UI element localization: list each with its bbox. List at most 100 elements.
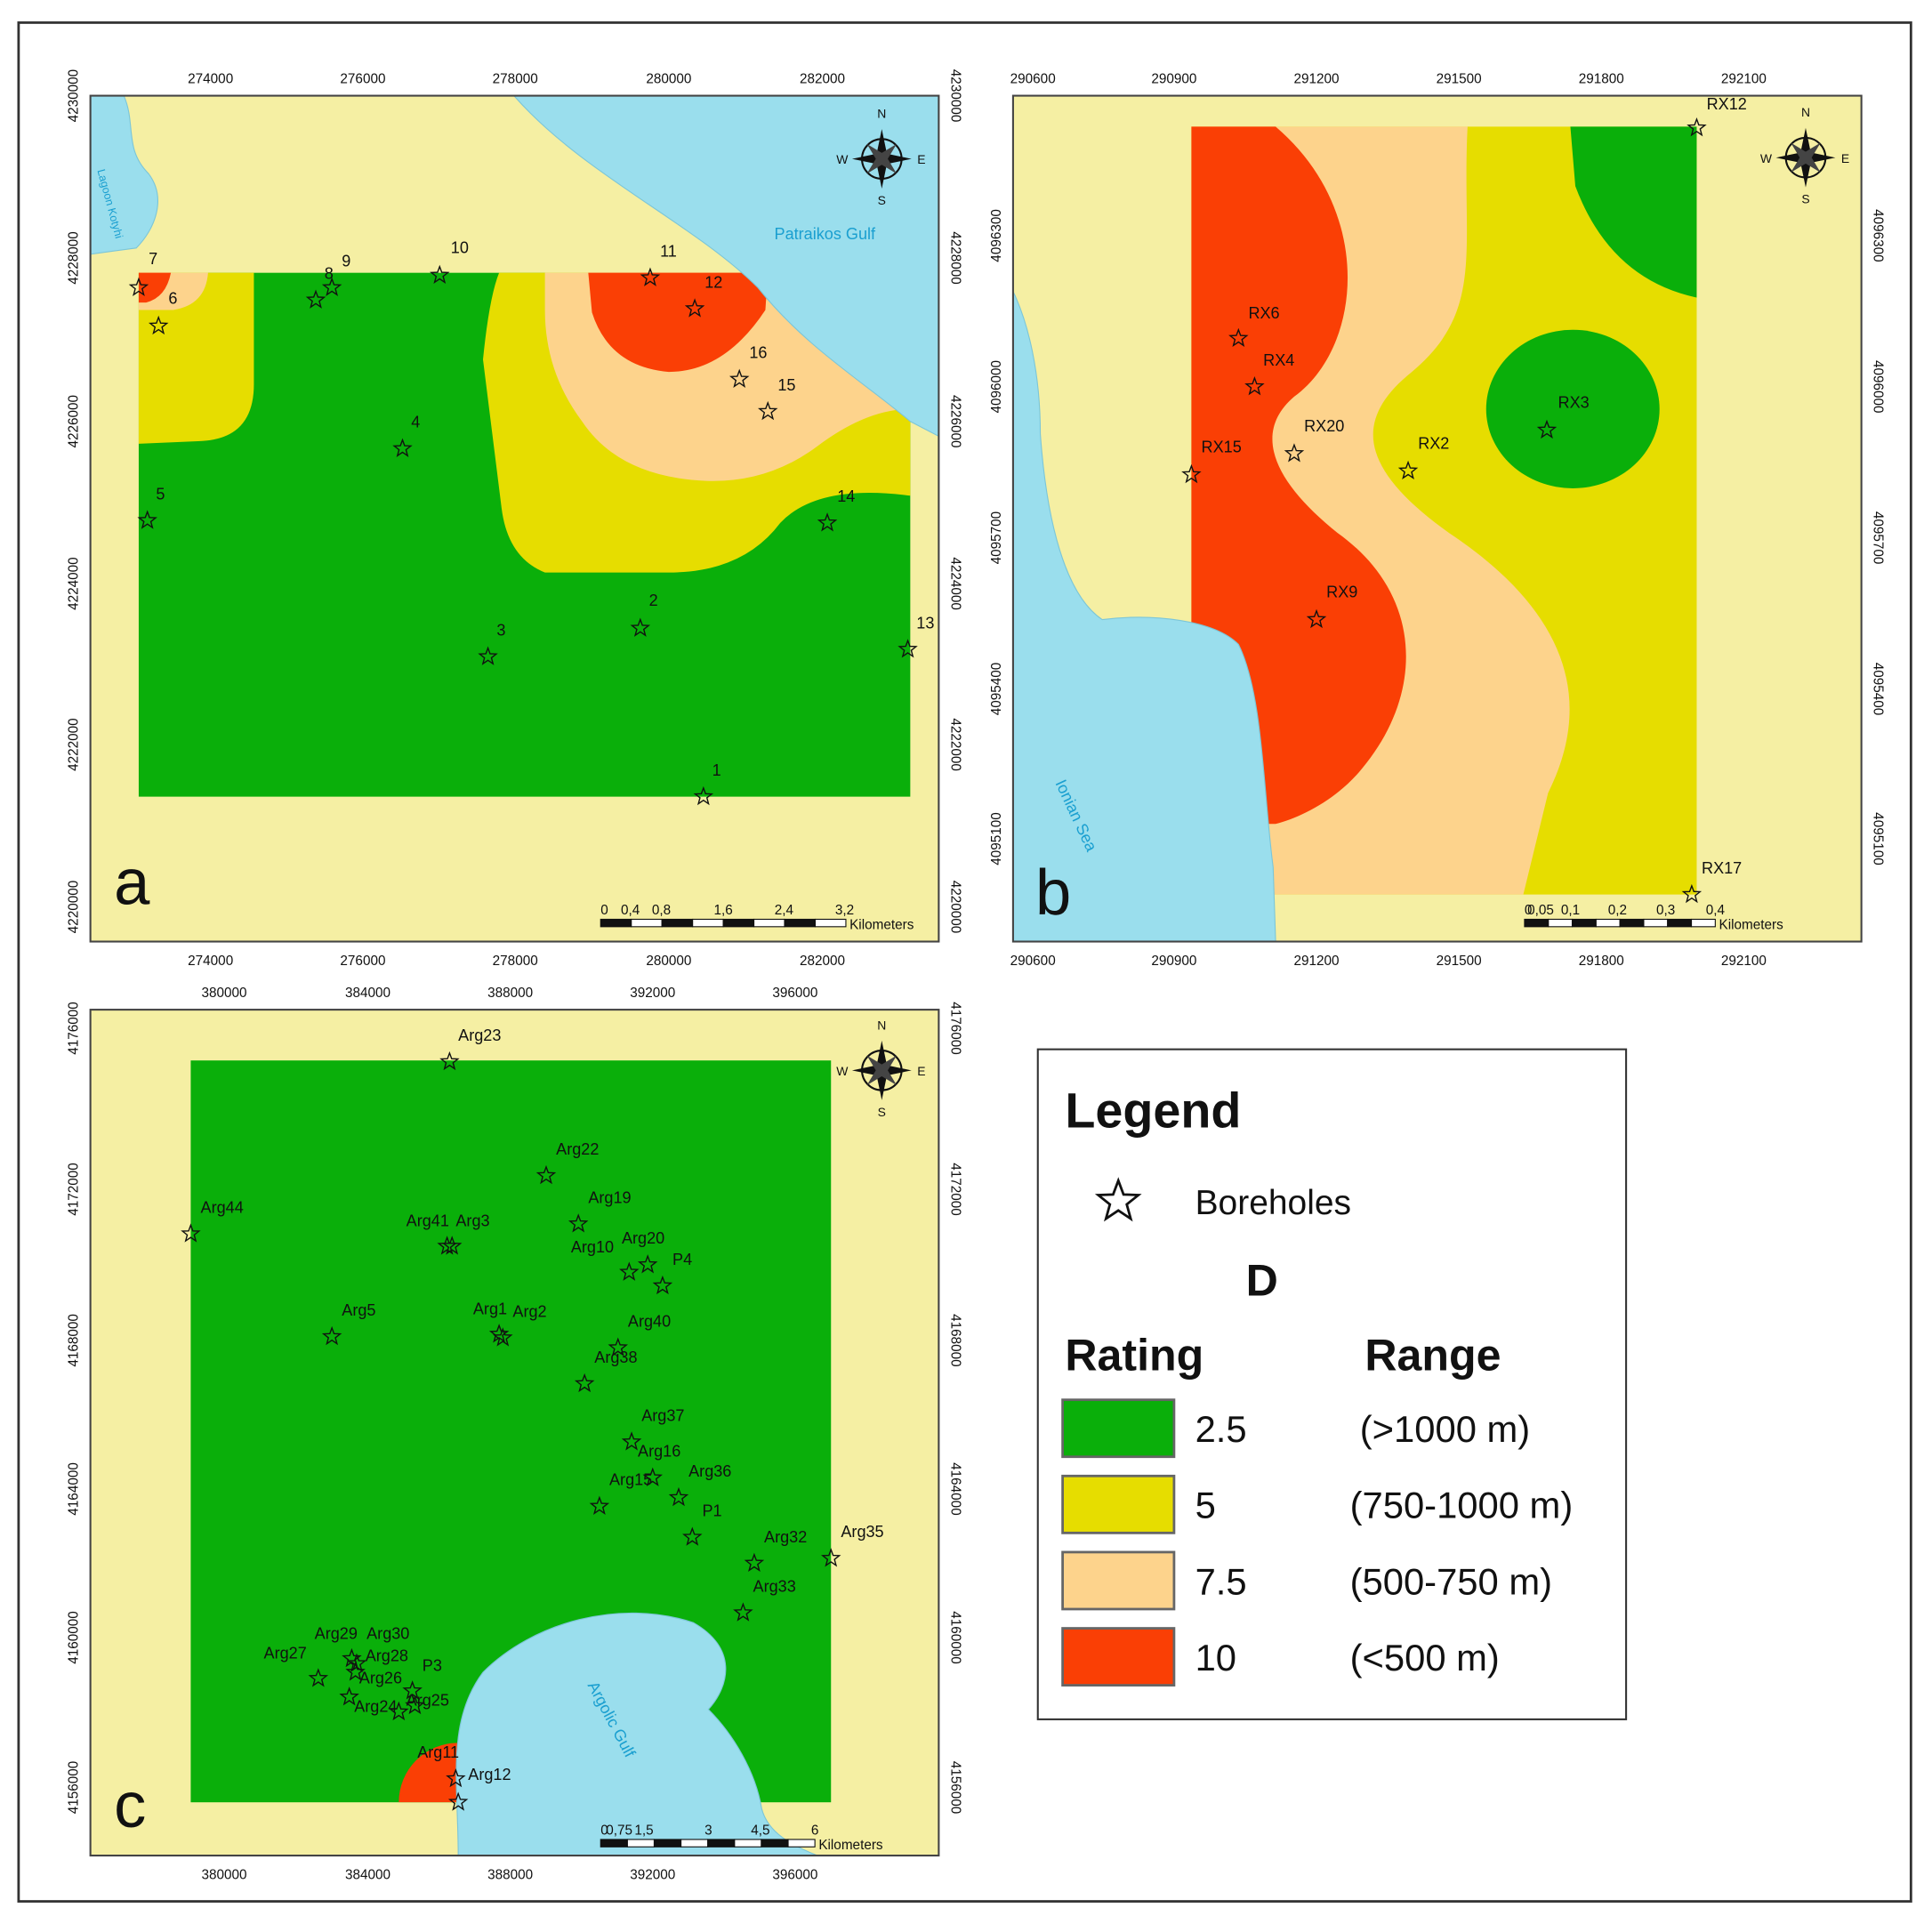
scale-label: 3 [704, 1823, 712, 1838]
x-coordinate-label: 280000 [646, 954, 691, 969]
sea [455, 1612, 818, 1856]
borehole-marker [321, 277, 342, 296]
scale-bar-segment [1619, 918, 1645, 928]
y-coordinate-label: 4160000 [947, 1611, 962, 1664]
map-area [1012, 95, 1862, 942]
borehole-label: 3 [496, 622, 505, 640]
x-coordinate-label: 291200 [1293, 954, 1339, 969]
legend-box [1036, 1048, 1628, 1720]
borehole-label: Arg26 [359, 1670, 402, 1687]
scale-unit: Kilometers [849, 918, 914, 933]
borehole-label: 15 [777, 376, 795, 394]
compass-letter: W [836, 1064, 849, 1078]
borehole-marker [642, 1467, 663, 1486]
sea [513, 95, 939, 438]
x-coordinate-label: 282000 [800, 72, 845, 87]
borehole-marker [308, 1668, 329, 1687]
borehole-label: P3 [423, 1657, 442, 1675]
borehole-marker [493, 1327, 513, 1347]
y-coordinate-label: 4228000 [947, 231, 962, 285]
scale-label: 6 [811, 1823, 819, 1838]
borehole-label: 14 [837, 487, 855, 505]
borehole-marker [437, 1236, 457, 1255]
borehole-marker [682, 1526, 703, 1546]
borehole-label: RX2 [1418, 434, 1449, 452]
y-coordinate-label: 4164000 [67, 1462, 82, 1516]
scale-bar-segment [1643, 918, 1669, 928]
borehole-marker [733, 1602, 753, 1622]
borehole-label: 8 [325, 265, 334, 283]
legend-swatch [1061, 1550, 1176, 1611]
borehole-label: 16 [749, 344, 767, 362]
borehole-marker [821, 1548, 841, 1567]
scale-unit: Kilometers [1719, 918, 1784, 933]
x-coordinate-label: 392000 [630, 1868, 675, 1883]
y-coordinate-label: 4230000 [947, 69, 962, 123]
x-coordinate-label: 291500 [1437, 954, 1482, 969]
borehole-label: Arg32 [764, 1528, 807, 1546]
x-coordinate-label: 291800 [1579, 72, 1624, 87]
borehole-marker [608, 1337, 628, 1356]
borehole-label: RX20 [1304, 417, 1344, 435]
borehole-marker [345, 1662, 366, 1681]
scale-label: 0,3 [1656, 903, 1675, 918]
borehole-marker [744, 1552, 765, 1573]
scale-bar-segment [600, 1839, 628, 1848]
y-coordinate-label: 4226000 [947, 395, 962, 448]
borehole-label: RX4 [1263, 351, 1294, 369]
borehole-marker [1244, 376, 1265, 396]
sea [90, 95, 158, 255]
borehole-marker [1686, 117, 1707, 137]
y-coordinate-label: 4095400 [989, 663, 1004, 716]
legend-rating: 2.5 [1195, 1408, 1247, 1450]
scale-bar-segment [1595, 918, 1621, 928]
scale-bar-segment [1524, 918, 1550, 928]
borehole-label: RX17 [1702, 859, 1742, 877]
rating-zone [138, 272, 254, 444]
y-coordinate-label: 4156000 [67, 1761, 82, 1815]
scale-bar-segment [734, 1839, 762, 1848]
north-arrow: N S W E [836, 107, 925, 207]
compass-letter: N [877, 1018, 886, 1032]
x-coordinate-label: 276000 [340, 954, 385, 969]
borehole-label: Arg24 [354, 1698, 397, 1716]
legend-range: (>1000 m) [1360, 1408, 1530, 1450]
compass-letter: W [1760, 151, 1773, 165]
borehole-label: Arg35 [841, 1523, 883, 1541]
panel-letter: a [114, 847, 150, 919]
borehole-label: Arg27 [264, 1645, 307, 1662]
compass-letter: N [877, 107, 886, 121]
legend: Legend Boreholes D Rating Range 2.5 (>1000 m) 5… [1036, 1048, 1628, 1720]
borehole-marker [389, 1701, 409, 1721]
y-coordinate-label: 4095100 [1871, 812, 1886, 865]
borehole-marker [684, 298, 705, 318]
x-coordinate-label: 292100 [1721, 954, 1767, 969]
scale-label: 0,4 [621, 903, 640, 918]
borehole-label: Arg28 [366, 1646, 408, 1664]
borehole-marker [446, 1767, 466, 1788]
x-coordinate-label: 290900 [1151, 72, 1196, 87]
x-coordinate-label: 290900 [1151, 954, 1196, 969]
borehole-label: Arg29 [315, 1624, 358, 1642]
y-coordinate-label: 4222000 [947, 718, 962, 771]
borehole-label: P1 [702, 1502, 721, 1520]
y-coordinate-label: 4095100 [989, 812, 1004, 865]
borehole-label: 1 [712, 761, 721, 779]
scale-label: 1,6 [713, 903, 732, 918]
compass-letter: E [1841, 151, 1849, 165]
borehole-label: RX12 [1707, 95, 1747, 113]
borehole-marker [758, 400, 778, 421]
borehole-marker [339, 1687, 359, 1706]
scale-label: 0 [1525, 903, 1533, 918]
scale-label: 1,5 [634, 1823, 653, 1838]
borehole-marker [1181, 463, 1202, 484]
legend-rating: 10 [1195, 1637, 1236, 1678]
rating-zone [1485, 329, 1660, 488]
borehole-label: Arg36 [688, 1462, 731, 1480]
scale-bar-segment [761, 1839, 789, 1848]
y-coordinate-label: 4220000 [947, 881, 962, 934]
scale-bar-segment [600, 918, 632, 928]
y-coordinate-label: 4224000 [67, 557, 82, 610]
sea [1012, 291, 1276, 942]
